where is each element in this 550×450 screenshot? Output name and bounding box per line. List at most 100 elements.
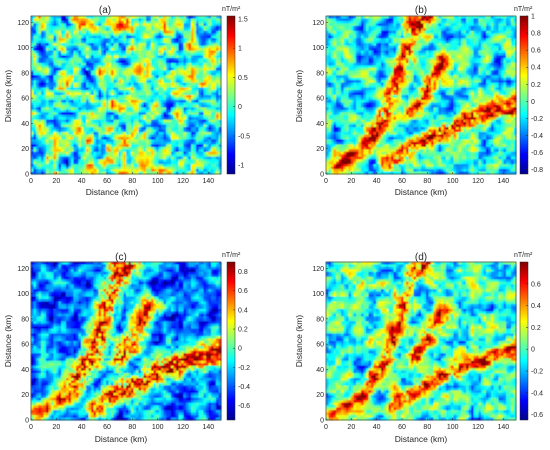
heatmap-cell [73,154,77,158]
heatmap-cell [203,72,207,76]
heatmap-cell [66,119,69,123]
heatmap-cell [131,159,134,163]
heatmap-cell [43,144,47,148]
heatmap-cell [118,77,122,81]
heatmap-cell [196,85,199,88]
heatmap-cell [133,45,137,49]
heatmap-cell [176,104,179,108]
heatmap-cell [206,87,209,91]
heatmap-cell [48,139,52,143]
heatmap-cell [51,43,54,46]
heatmap-cell [41,75,44,79]
heatmap-cell [183,149,187,153]
heatmap-cell [143,65,147,69]
heatmap-cell [88,97,92,101]
heatmap-cell [76,62,79,66]
heatmap-cell [156,117,159,121]
heatmap-cell [101,28,104,32]
heatmap-cell [48,62,52,66]
heatmap-cell [88,18,92,22]
heatmap-cell [113,23,117,27]
heatmap-cell [183,107,187,111]
heatmap-cell [43,171,47,175]
heatmap-cell [76,72,79,76]
heatmap-cell [168,35,172,39]
heatmap-cell [163,107,167,111]
heatmap-cell [53,23,57,27]
heatmap-cell [53,57,57,61]
heatmap-cell [181,82,184,86]
heatmap-cell [348,16,352,19]
heatmap-cell [48,90,52,93]
heatmap-cell [201,134,204,138]
heatmap-cell [176,92,179,96]
heatmap-cell [181,80,184,84]
heatmap-cell [151,25,154,29]
heatmap-cell [211,75,214,79]
y-tick-label: 100 [17,45,29,52]
heatmap-cell [113,119,117,123]
heatmap-cell [148,67,152,71]
heatmap-cell [146,70,149,74]
heatmap-cell [46,146,49,150]
heatmap-cell [123,95,127,98]
heatmap-cell [38,144,42,148]
heatmap-cell [86,40,89,44]
heatmap-cell [108,144,112,148]
heatmap-cell [76,99,79,103]
heatmap-cell [68,102,72,106]
heatmap-cell [113,97,117,101]
heatmap-cell [186,60,189,64]
heatmap-cell [83,70,87,74]
heatmap-cell [211,87,214,91]
heatmap-cell [106,104,109,108]
heatmap-cell [166,20,169,24]
heatmap-cell [78,102,82,106]
heatmap-cell [118,124,122,128]
heatmap-cell [81,18,84,22]
heatmap-cell [43,149,47,153]
heatmap-cell [183,132,187,135]
heatmap-cell [43,80,47,84]
heatmap-cell [56,114,59,118]
heatmap-cell [213,112,217,116]
heatmap-cell [161,90,164,93]
heatmap-cell [76,166,79,170]
heatmap-cell [138,16,142,19]
heatmap-cell [108,33,112,37]
heatmap-cell [76,139,79,143]
heatmap-cell [58,151,62,155]
heatmap-cell [171,33,174,37]
heatmap-cell [201,20,204,24]
heatmap-cell [111,28,114,32]
heatmap-cell [93,75,97,79]
heatmap-cell [176,166,179,170]
heatmap-cell [148,82,152,86]
heatmap-cell [118,38,122,42]
heatmap-cell [58,154,62,158]
heatmap-cell [148,80,152,84]
heatmap-cell [106,159,109,163]
heatmap-cell [201,164,204,167]
heatmap-cell [153,117,157,121]
heatmap-cell [86,107,89,111]
heatmap-cell [143,161,147,165]
heatmap-cell [98,95,102,98]
heatmap-cell [176,149,179,153]
heatmap-cell [63,104,67,108]
heatmap-cell [73,28,77,32]
heatmap-cell [338,16,342,19]
heatmap-cell [211,127,214,130]
heatmap-cell [191,50,194,54]
heatmap-cell [31,166,34,170]
heatmap-cell [188,70,192,74]
heatmap-cell [213,97,217,101]
heatmap-cell [58,127,62,130]
heatmap-cell [406,16,409,19]
heatmap-cell [68,62,72,66]
heatmap-cell [86,134,89,138]
heatmap-cell [71,99,74,103]
heatmap-cell [186,23,189,27]
heatmap-cell [198,48,202,51]
heatmap-cell [183,169,187,172]
